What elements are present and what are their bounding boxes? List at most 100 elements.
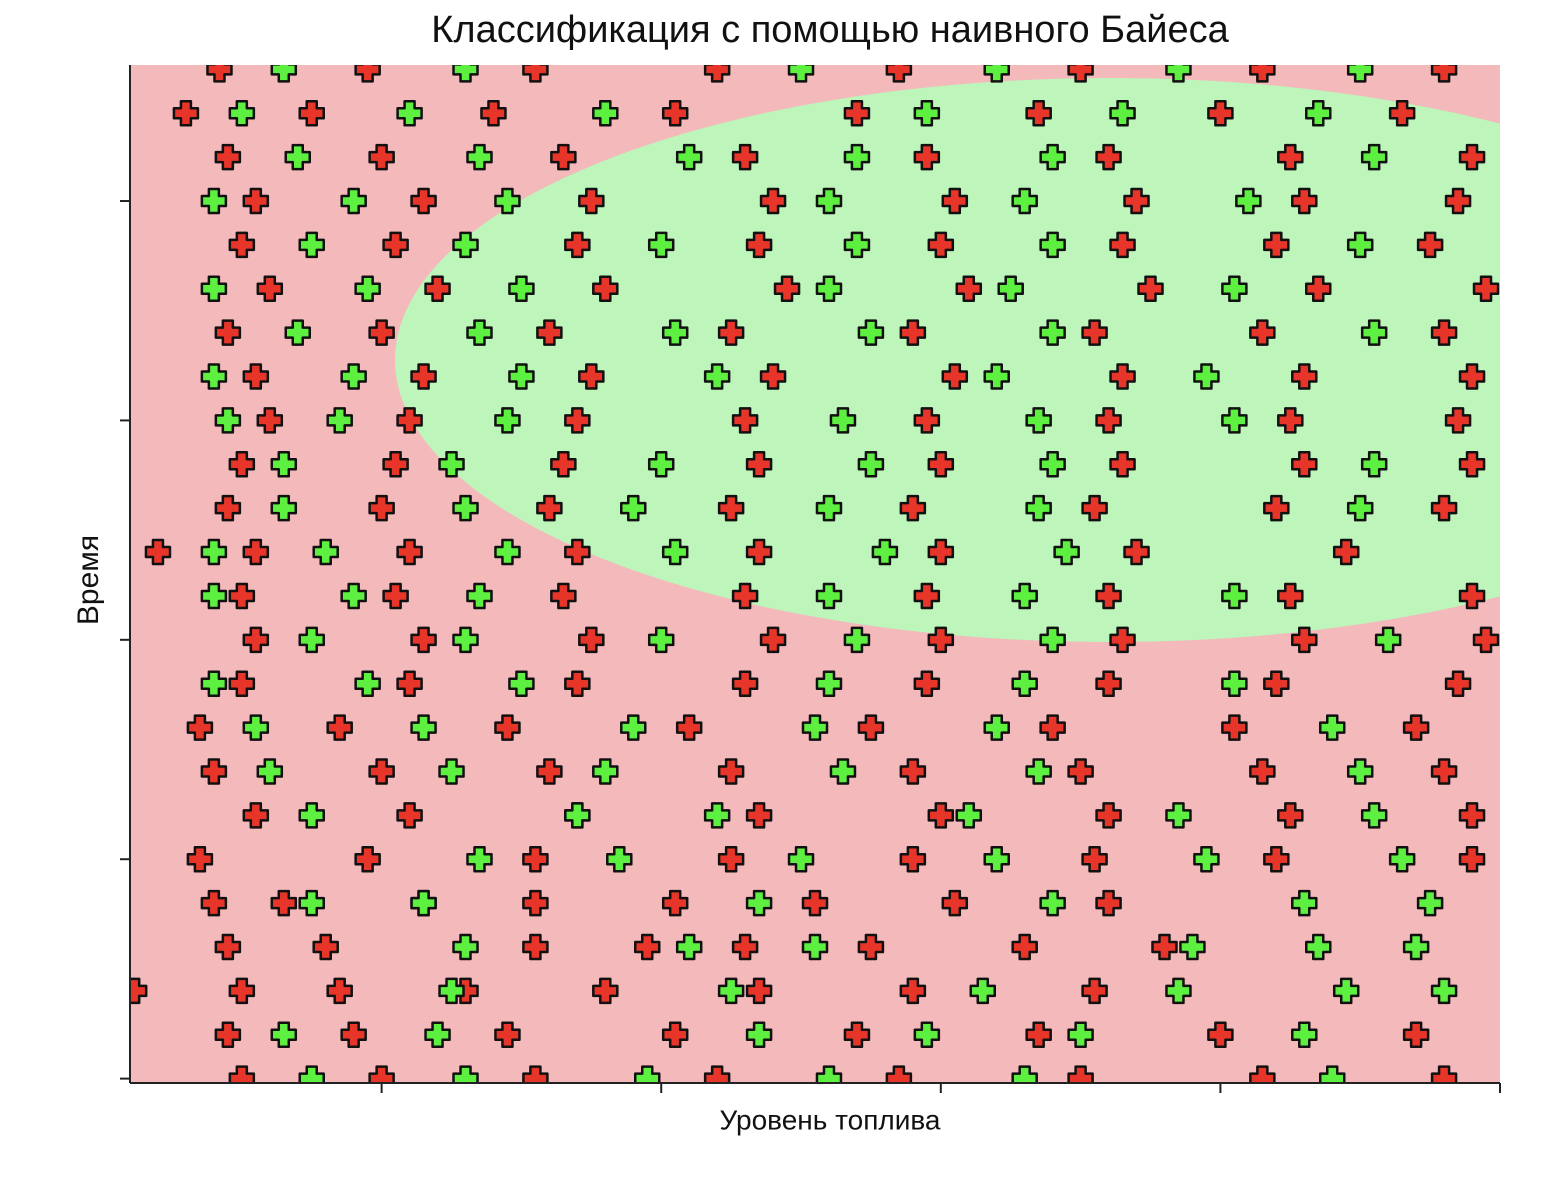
point <box>382 582 409 610</box>
point <box>1053 538 1080 566</box>
point <box>298 231 325 259</box>
point <box>172 100 200 127</box>
point <box>1360 319 1388 346</box>
point <box>1249 1065 1276 1083</box>
point <box>1444 187 1472 215</box>
point <box>466 319 493 346</box>
point <box>592 275 619 303</box>
point <box>508 363 535 390</box>
point <box>256 407 284 434</box>
point <box>284 143 312 171</box>
point <box>1123 538 1150 566</box>
point <box>745 451 773 478</box>
point <box>452 494 479 522</box>
point <box>717 758 745 785</box>
point <box>1360 143 1388 171</box>
point <box>1388 845 1416 873</box>
point <box>1263 845 1290 873</box>
point <box>1081 977 1108 1005</box>
point <box>1207 1021 1234 1048</box>
point <box>550 582 577 610</box>
point <box>354 65 381 83</box>
point <box>522 1065 549 1083</box>
point <box>452 231 479 259</box>
point <box>1067 65 1094 83</box>
point <box>661 889 689 917</box>
point <box>1179 933 1206 961</box>
point <box>1039 714 1066 741</box>
point <box>368 494 395 522</box>
point <box>1095 670 1122 697</box>
point <box>256 275 284 303</box>
point <box>913 407 941 434</box>
point <box>228 977 256 1005</box>
point <box>536 319 563 346</box>
point <box>284 319 312 346</box>
point <box>745 1021 773 1048</box>
point <box>1402 1021 1430 1048</box>
point <box>1095 407 1122 434</box>
point <box>1011 933 1038 961</box>
point <box>843 100 871 127</box>
point <box>829 758 857 785</box>
point <box>270 65 298 83</box>
point <box>1193 845 1220 873</box>
point <box>983 65 1010 83</box>
point <box>564 538 591 566</box>
point <box>438 758 465 785</box>
point <box>955 275 983 303</box>
point <box>326 407 353 434</box>
point <box>1109 100 1136 127</box>
point <box>214 933 242 961</box>
point <box>466 845 493 873</box>
point <box>382 231 409 259</box>
point <box>731 670 759 697</box>
point <box>1388 100 1416 127</box>
point <box>661 100 689 127</box>
point <box>801 714 829 741</box>
point <box>731 582 759 610</box>
point <box>717 319 745 346</box>
point <box>1067 1021 1094 1048</box>
point <box>508 275 535 303</box>
point <box>759 363 787 390</box>
point <box>620 714 647 741</box>
point <box>745 231 773 259</box>
point <box>200 363 228 390</box>
point <box>606 845 633 873</box>
point <box>494 538 521 566</box>
point <box>1109 363 1136 390</box>
point <box>326 977 353 1005</box>
point <box>228 100 256 127</box>
point <box>927 231 955 259</box>
point <box>661 1021 689 1048</box>
point <box>206 65 233 83</box>
point <box>522 65 549 83</box>
point <box>1416 889 1444 917</box>
point <box>815 1065 843 1083</box>
point <box>522 889 549 917</box>
point <box>927 802 955 829</box>
point <box>1277 582 1304 610</box>
point <box>1109 231 1136 259</box>
point <box>1458 582 1486 610</box>
point <box>913 100 941 127</box>
point <box>452 626 479 654</box>
point <box>899 758 927 785</box>
point <box>1346 494 1374 522</box>
point <box>969 977 997 1005</box>
point <box>340 187 367 215</box>
point <box>899 845 927 873</box>
point <box>256 758 284 785</box>
y-axis-label: Время <box>72 535 105 625</box>
point <box>200 275 228 303</box>
point <box>1095 889 1122 917</box>
point <box>578 626 605 654</box>
point <box>1249 758 1276 785</box>
point <box>1360 451 1388 478</box>
point <box>564 407 591 434</box>
point <box>298 802 325 829</box>
point <box>144 538 172 566</box>
point <box>508 670 535 697</box>
